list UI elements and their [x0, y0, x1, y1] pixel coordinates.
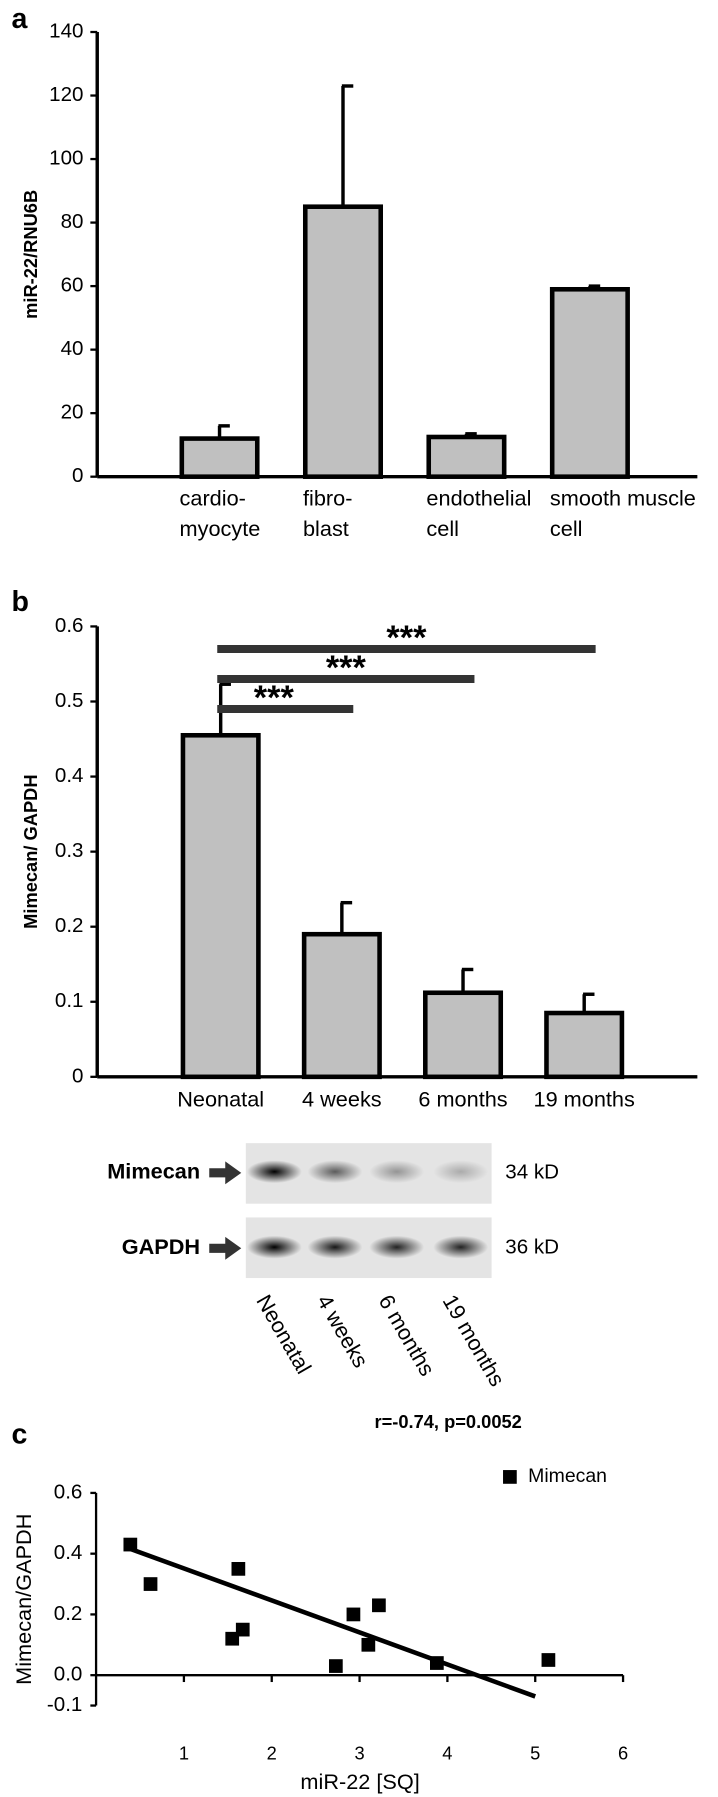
blot-band — [369, 1160, 425, 1184]
point — [430, 1656, 444, 1670]
x-tick-label: 6 — [618, 1743, 628, 1764]
blot-band — [246, 1235, 302, 1259]
x-tick-label: blast — [303, 516, 349, 541]
lane-label: 4 weeks — [312, 1290, 374, 1372]
y-tick-label: 0.1 — [55, 989, 84, 1012]
y-tick-label: 120 — [49, 83, 83, 106]
x-tick-label: myocyte — [180, 516, 261, 541]
bar — [544, 1010, 625, 1080]
blot-band — [369, 1235, 425, 1259]
y-tick-label: 0 — [72, 1064, 83, 1087]
point — [143, 1577, 158, 1591]
x-tick-label: 2 — [267, 1743, 277, 1764]
y-tick-label: 0.0 — [54, 1663, 83, 1686]
x-tick-label: Neonatal — [177, 1087, 264, 1112]
lane-label: Neonatal — [251, 1290, 316, 1378]
y-tick-label: 0.2 — [54, 1602, 83, 1625]
y-tick-label: 0.4 — [54, 1541, 83, 1564]
arrow — [209, 1236, 242, 1260]
point — [372, 1598, 386, 1613]
x-tick-label: smooth muscle — [550, 485, 696, 510]
chart-title: r=-0.74, p=0.0052 — [374, 1411, 521, 1432]
point — [328, 1659, 343, 1673]
y-tick-label: 0.5 — [55, 689, 84, 712]
y-axis-title: miR-22/RNU6B — [20, 190, 41, 319]
x-tick-label: 3 — [354, 1743, 364, 1764]
y-axis-title: Mimecan/GAPDH — [11, 1514, 36, 1685]
y-tick-label: 20 — [61, 401, 84, 424]
x-tick-label: 6 months — [418, 1087, 507, 1112]
y-tick-label: 80 — [61, 210, 84, 233]
bar — [180, 732, 261, 1080]
legend-label: Mimecan — [528, 1465, 607, 1487]
blot-row-label: GAPDH — [122, 1234, 200, 1259]
x-tick-label: cell — [426, 516, 459, 541]
lane-label: 19 months — [438, 1290, 510, 1390]
y-tick-label: 0.3 — [55, 839, 84, 862]
point — [346, 1607, 361, 1622]
blot-size-label: 34 kD — [505, 1160, 559, 1183]
bar — [426, 434, 507, 479]
y-tick-label: 60 — [61, 274, 84, 297]
legend-swatch — [503, 1470, 517, 1484]
point — [541, 1653, 556, 1667]
bar — [179, 436, 260, 479]
panel-label: b — [11, 586, 28, 618]
y-tick-label: -0.1 — [47, 1693, 82, 1716]
significance-label: *** — [326, 649, 367, 687]
y-axis-title: Mimecan/ GAPDH — [20, 774, 41, 928]
y-tick-label: 140 — [49, 19, 83, 42]
blot-band — [246, 1160, 302, 1184]
x-tick-label: 5 — [530, 1743, 540, 1764]
bar — [423, 990, 504, 1080]
point — [225, 1631, 240, 1646]
x-axis-title: miR-22 [SQ] — [300, 1769, 419, 1794]
x-tick-label: cardio- — [180, 485, 246, 510]
y-tick-label: 0.2 — [55, 914, 84, 937]
y-tick-label: 0.4 — [55, 764, 84, 787]
point — [231, 1562, 246, 1576]
blot-band — [433, 1235, 489, 1259]
x-tick-label: cell — [550, 516, 583, 541]
x-tick-label: fibro- — [303, 485, 352, 510]
significance-label: *** — [386, 619, 427, 657]
panel-label: c — [11, 1418, 27, 1450]
y-tick-label: 0.6 — [54, 1480, 83, 1503]
blot-band — [307, 1160, 363, 1184]
y-tick-label: 0.6 — [55, 614, 84, 637]
point — [235, 1622, 250, 1637]
trend-line — [126, 1545, 537, 1699]
y-tick-label: 100 — [49, 146, 83, 169]
x-tick-label: 1 — [179, 1743, 189, 1764]
significance-label: *** — [254, 679, 295, 717]
x-tick-label: endothelial — [426, 485, 531, 510]
panel-label: a — [11, 3, 28, 35]
x-tick-label: 4 — [442, 1743, 452, 1764]
blot-band — [433, 1160, 489, 1184]
lane-label: 6 months — [374, 1290, 440, 1380]
blot-size-label: 36 kD — [505, 1236, 559, 1259]
x-tick-label: 4 weeks — [302, 1087, 382, 1112]
x-tick-label: 19 months — [534, 1087, 635, 1112]
y-tick-label: 0 — [72, 464, 83, 487]
blot-band — [307, 1235, 363, 1259]
point — [361, 1637, 376, 1652]
arrow — [209, 1161, 242, 1185]
bar — [549, 286, 630, 479]
blot-row-label: Mimecan — [107, 1159, 200, 1184]
y-tick-label: 40 — [61, 337, 84, 360]
bar — [301, 931, 382, 1080]
point — [123, 1537, 138, 1552]
bar — [302, 204, 384, 479]
